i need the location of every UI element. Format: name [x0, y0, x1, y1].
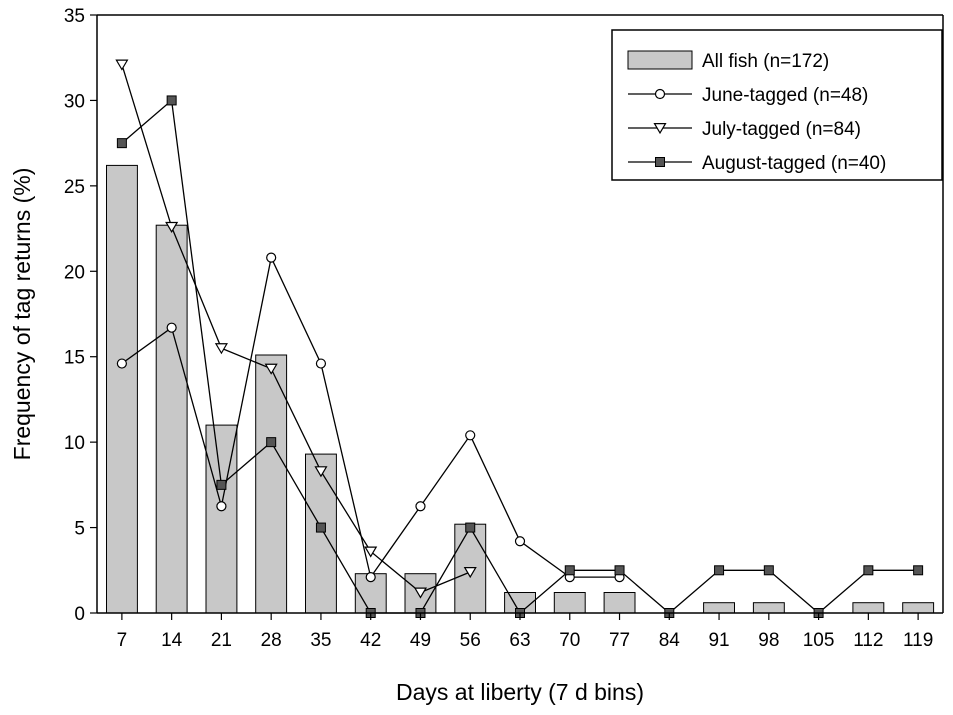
- legend-label-1: June-tagged (n=48): [702, 85, 868, 106]
- y-tick-label-20: 20: [64, 262, 85, 283]
- series-2-point-119: [913, 565, 924, 576]
- x-tick-label-63: 63: [509, 630, 530, 651]
- axes-layer: 0 5 10 15 20 25 30 35 7 14 21 28 35 42 49 56 63 70 77 84 91 9…: [64, 6, 944, 651]
- series-1-point-14: [165, 221, 179, 233]
- series-1-point-7: [115, 59, 129, 71]
- bar-91: [703, 602, 735, 614]
- legend: All fish (n=172) June-tagged (n=48) July-t…: [611, 29, 943, 181]
- bar-14: [155, 224, 188, 614]
- lines-layer: [115, 59, 924, 618]
- series-0-point-49: [415, 501, 426, 512]
- x-tick-label-42: 42: [360, 630, 381, 651]
- legend-marker-2: [653, 122, 667, 135]
- bar-119: [902, 602, 935, 614]
- series-2-point-28: [266, 437, 277, 448]
- bar-77: [603, 592, 636, 614]
- series-2-point-56: [465, 522, 476, 533]
- bar-70: [553, 592, 586, 614]
- series-0-point-14: [166, 322, 177, 333]
- x-tick-label-7: 7: [117, 630, 128, 651]
- bar-35: [305, 453, 337, 614]
- series-2-point-21: [216, 479, 227, 490]
- y-axis-title: Frequency of tag returns (%): [9, 168, 35, 461]
- x-tick-label-91: 91: [708, 630, 729, 651]
- series-2-point-35: [315, 522, 326, 533]
- y-tick-label-15: 15: [64, 348, 85, 369]
- x-tick-label-98: 98: [758, 630, 779, 651]
- series-0-point-56: [465, 430, 476, 441]
- x-tick-label-21: 21: [211, 630, 232, 651]
- series-1-point-42: [364, 546, 378, 558]
- series-2-point-98: [763, 565, 774, 576]
- series-2-point-7: [116, 138, 127, 149]
- series-1-point-56: [463, 566, 477, 579]
- x-tick-label-112: 112: [853, 630, 883, 651]
- series-1-point-28: [264, 363, 278, 375]
- series-2-point-70: [564, 565, 575, 576]
- legend-swatch-0: [627, 50, 693, 70]
- series-1-point-35: [314, 466, 328, 478]
- x-axis-title: Days at liberty (7 d bins): [396, 679, 644, 705]
- series-2-point-112: [863, 565, 874, 576]
- bar-28: [255, 354, 288, 614]
- x-tick-label-70: 70: [559, 630, 580, 651]
- series-1-point-49: [413, 587, 428, 599]
- series-0-point-21: [216, 501, 227, 512]
- x-tick-label-56: 56: [460, 630, 481, 651]
- y-tick-label-30: 30: [64, 91, 85, 112]
- series-0-point-63: [514, 536, 526, 547]
- legend-label-3: August-tagged (n=40): [702, 153, 886, 174]
- series-0-point-28: [266, 252, 277, 263]
- legend-marker-1: [654, 88, 666, 100]
- series-2-point-91: [714, 565, 725, 576]
- bar-56: [454, 523, 487, 614]
- x-tick-label-14: 14: [161, 630, 183, 651]
- series-line-0: [121, 255, 620, 579]
- bar-7: [106, 164, 138, 614]
- y-tick-label-35: 35: [64, 6, 85, 27]
- legend-label-0: All fish (n=172): [702, 51, 829, 72]
- series-2-point-77: [614, 565, 625, 576]
- bar-98: [752, 602, 785, 614]
- series-0-point-7: [116, 358, 127, 369]
- series-1-point-21: [214, 343, 228, 355]
- series-0-point-42: [365, 572, 376, 583]
- legend-label-2: July-tagged (n=84): [702, 119, 861, 140]
- legend-marker-3: [655, 157, 665, 167]
- y-tick-label-5: 5: [74, 519, 85, 540]
- series-line-1: [121, 64, 471, 594]
- series-2-point-14: [166, 95, 177, 106]
- x-tick-label-28: 28: [261, 630, 282, 651]
- x-tick-label-119: 119: [903, 630, 933, 651]
- x-tick-label-105: 105: [803, 630, 835, 651]
- y-tick-label-10: 10: [64, 433, 85, 454]
- x-tick-label-77: 77: [609, 630, 630, 651]
- x-tick-label-49: 49: [410, 630, 431, 651]
- x-tick-label-35: 35: [310, 630, 331, 651]
- y-tick-label-0: 0: [74, 604, 85, 625]
- series-0-point-35: [315, 358, 327, 369]
- y-tick-label-25: 25: [64, 177, 85, 198]
- x-tick-label-84: 84: [659, 630, 681, 651]
- bar-112: [852, 602, 885, 614]
